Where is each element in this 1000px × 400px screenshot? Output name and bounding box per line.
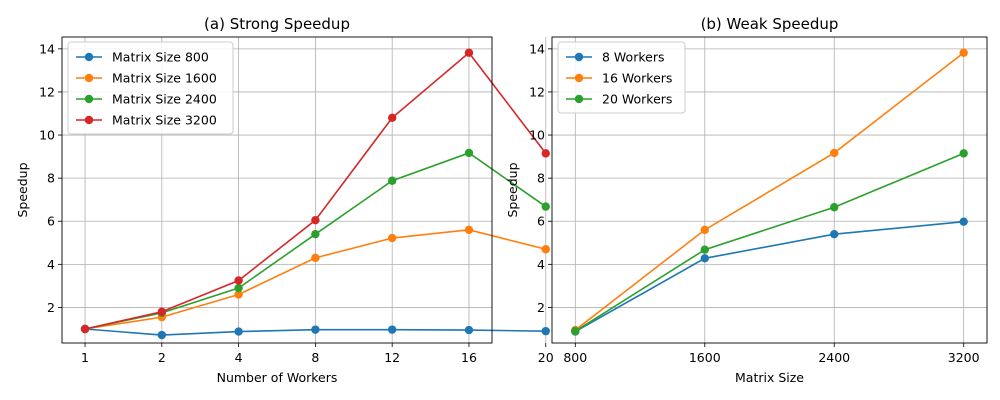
data-point <box>388 177 396 185</box>
legend-marker <box>85 95 93 103</box>
chart-title: (a) Strong Speedup <box>204 15 350 33</box>
y-tick-label: 14 <box>529 41 545 56</box>
chart-title: (b) Weak Speedup <box>701 15 839 33</box>
y-tick-label: 12 <box>39 84 55 99</box>
y-tick-label: 8 <box>47 171 55 186</box>
y-axis-label: Speedup <box>15 162 30 217</box>
legend-label: Matrix Size 1600 <box>112 71 217 86</box>
x-tick-label: 3200 <box>948 350 980 365</box>
legend-label: Matrix Size 3200 <box>112 113 217 128</box>
legend-label: Matrix Size 2400 <box>112 92 217 107</box>
y-tick-label: 2 <box>47 300 55 315</box>
data-point <box>959 217 967 225</box>
x-tick-label: 800 <box>563 350 587 365</box>
x-tick-label: 20 <box>538 350 554 365</box>
legend-marker <box>85 53 93 61</box>
y-axis-label: Speedup <box>505 162 520 217</box>
legend-label: 20 Workers <box>602 92 672 107</box>
legend-marker <box>575 53 583 61</box>
legend-label: Matrix Size 800 <box>112 50 209 65</box>
y-tick-label: 10 <box>39 128 55 143</box>
series-line <box>575 222 963 332</box>
data-point <box>542 202 550 210</box>
data-point <box>465 49 473 57</box>
data-point <box>158 308 166 316</box>
legend-label: 16 Workers <box>602 71 672 86</box>
data-point <box>701 245 709 253</box>
x-axis-label: Matrix Size <box>735 370 804 385</box>
data-point <box>234 327 242 335</box>
y-tick-label: 4 <box>47 257 55 272</box>
data-point <box>81 325 89 333</box>
data-point <box>959 49 967 57</box>
legend-marker <box>85 74 93 82</box>
data-point <box>701 254 709 262</box>
y-tick-label: 4 <box>537 257 545 272</box>
data-point <box>465 326 473 334</box>
data-point <box>388 325 396 333</box>
data-point <box>542 245 550 253</box>
y-tick-label: 2 <box>537 300 545 315</box>
y-tick-label: 6 <box>537 214 545 229</box>
data-point <box>465 226 473 234</box>
x-axis-label: Number of Workers <box>217 370 338 385</box>
data-point <box>830 149 838 157</box>
data-point <box>234 284 242 292</box>
legend-marker <box>575 74 583 82</box>
x-tick-label: 4 <box>235 350 243 365</box>
legend: Matrix Size 800 Matrix Size 1600 Matrix Si… <box>68 42 233 134</box>
data-point <box>571 327 579 335</box>
y-tick-label: 6 <box>47 214 55 229</box>
data-point <box>311 254 319 262</box>
x-tick-label: 16 <box>461 350 477 365</box>
data-point <box>830 230 838 238</box>
x-tick-label: 1 <box>81 350 89 365</box>
data-point <box>542 327 550 335</box>
legend-marker <box>85 116 93 124</box>
y-tick-label: 12 <box>529 84 545 99</box>
data-point <box>465 149 473 157</box>
data-point <box>701 226 709 234</box>
x-tick-label: 2 <box>158 350 166 365</box>
data-point <box>311 230 319 238</box>
data-point <box>311 325 319 333</box>
x-tick-label: 8 <box>311 350 319 365</box>
x-tick-label: 12 <box>384 350 400 365</box>
data-point <box>388 234 396 242</box>
data-point <box>830 203 838 211</box>
chart-panel-weak-speedup: 2 4 6 8 10 12 14 800 1600 2400 3200 (b) Weak Speedu… <box>505 15 987 385</box>
data-point <box>311 216 319 224</box>
y-tick-label: 10 <box>529 128 545 143</box>
legend: 8 Workers 16 Workers 20 Workers <box>558 42 685 113</box>
data-point <box>959 149 967 157</box>
legend-label: 8 Workers <box>602 50 664 65</box>
y-tick-label: 8 <box>537 171 545 186</box>
data-point <box>158 331 166 339</box>
data-point <box>388 114 396 122</box>
legend-marker <box>575 95 583 103</box>
series-line <box>575 153 963 331</box>
x-tick-label: 2400 <box>818 350 850 365</box>
data-point <box>542 149 550 157</box>
data-point <box>234 276 242 284</box>
y-tick-label: 14 <box>39 41 55 56</box>
x-tick-label: 1600 <box>689 350 721 365</box>
